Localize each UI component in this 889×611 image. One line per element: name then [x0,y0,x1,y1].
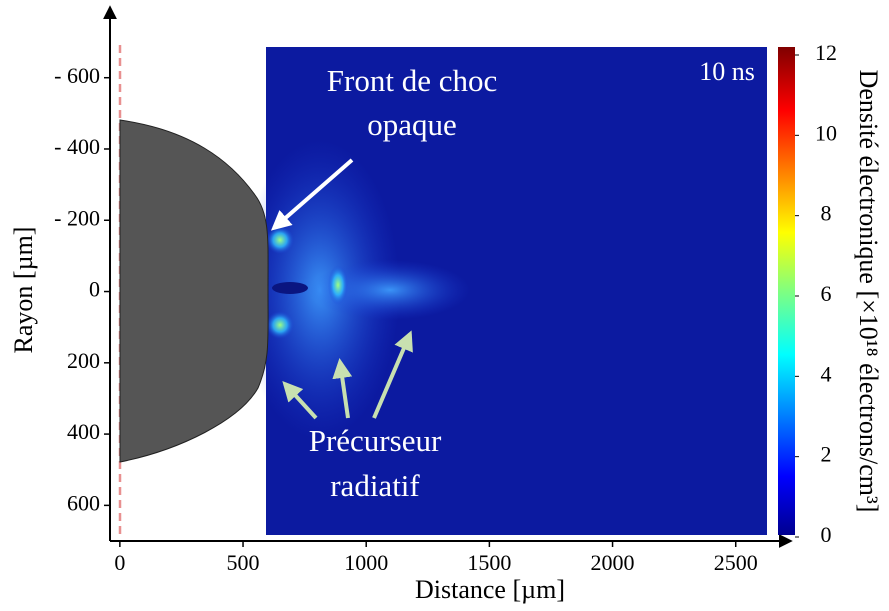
colorbar-tick-label: 10 [815,120,837,145]
colorbar-tick-label: 6 [821,281,832,306]
y-tick-label: 200 [67,348,100,373]
colorbar-tick-label: 12 [815,40,837,65]
x-tick-label: 2500 [714,550,758,575]
arrows [270,158,413,420]
annotation: Front de choc [327,63,497,98]
colorbar-tick-label: 8 [821,201,832,226]
y-axis-label: Rayon [µm] [9,227,38,354]
colorbar [778,47,795,535]
annotation: Précurseur [309,423,442,458]
colorbar-tick-label: 4 [821,361,832,386]
y-tick-label: - 400 [54,134,100,159]
target-shape [119,119,269,463]
x-tick-label: 1500 [467,550,511,575]
x-tick-label: 0 [114,550,125,575]
colorbar-label: Densité électronique [×10¹⁸ électrons/cm… [854,70,883,513]
x-tick-label: 500 [227,550,260,575]
colorbar-tick-label: 0 [821,522,832,547]
x-tick-label: 1000 [344,550,388,575]
annotation: opaque [367,107,457,142]
x-axis-label: Distance [µm] [415,575,565,604]
time-label: 10 ns [699,57,755,86]
y-tick-label: - 600 [54,63,100,88]
annotation: radiatif [330,468,420,503]
x-tick-label: 2000 [591,550,635,575]
y-tick-label: 0 [89,277,100,302]
y-tick-label: - 200 [54,205,100,230]
colorbar-tick-label: 2 [821,442,832,467]
y-tick-label: 600 [67,490,100,515]
y-tick-label: 400 [67,419,100,444]
